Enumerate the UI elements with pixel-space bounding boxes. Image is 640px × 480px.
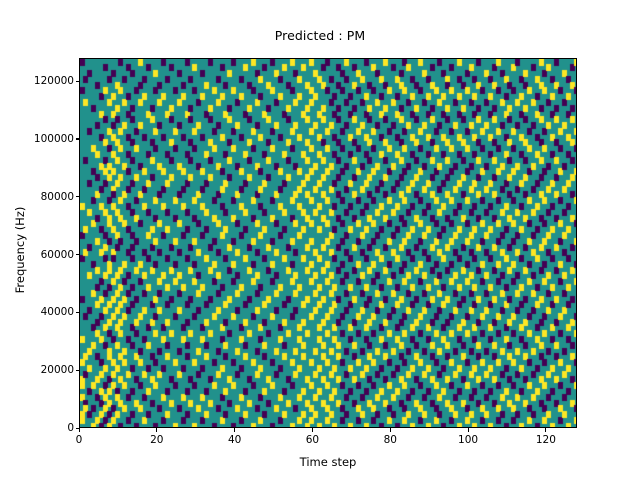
x-tick-mark: [545, 428, 547, 432]
x-axis-label: Time step: [299, 455, 357, 469]
y-tick-mark: [75, 254, 79, 256]
x-tick-label: 20: [150, 434, 164, 446]
x-tick-mark: [234, 428, 236, 432]
x-tick-mark: [311, 428, 314, 432]
chart-title: Predicted : PM: [274, 28, 366, 43]
x-tick-label: 0: [75, 434, 83, 446]
x-tick-label: 80: [383, 434, 397, 446]
x-tick-label: 60: [305, 434, 320, 446]
y-tick-mark: [75, 369, 79, 371]
x-tick-mark: [78, 428, 80, 432]
x-tick-label: 100: [458, 434, 479, 446]
y-tick-mark: [75, 80, 79, 82]
y-tick-label: 40000: [40, 306, 74, 319]
x-tick-label: 120: [535, 434, 556, 446]
x-tick-mark: [156, 428, 158, 432]
y-tick-label: 0: [67, 422, 74, 434]
y-tick-mark: [75, 196, 79, 198]
x-tick-mark: [467, 428, 469, 432]
heatmap-axes: [79, 58, 577, 428]
heatmap-canvas: [80, 59, 576, 427]
y-tick-mark: [75, 311, 79, 313]
x-tick-mark: [389, 428, 391, 432]
y-tick-mark: [75, 138, 79, 140]
y-axis-label: Frequency (Hz): [13, 206, 27, 294]
y-tick-label: 20000: [40, 364, 74, 377]
y-tick-label: 60000: [40, 248, 74, 261]
y-tick-label: 120000: [33, 75, 74, 88]
y-tick-label: 80000: [40, 190, 74, 203]
y-tick-mark: [75, 427, 79, 429]
y-tick-label: 100000: [33, 132, 74, 145]
x-tick-label: 40: [227, 434, 242, 446]
